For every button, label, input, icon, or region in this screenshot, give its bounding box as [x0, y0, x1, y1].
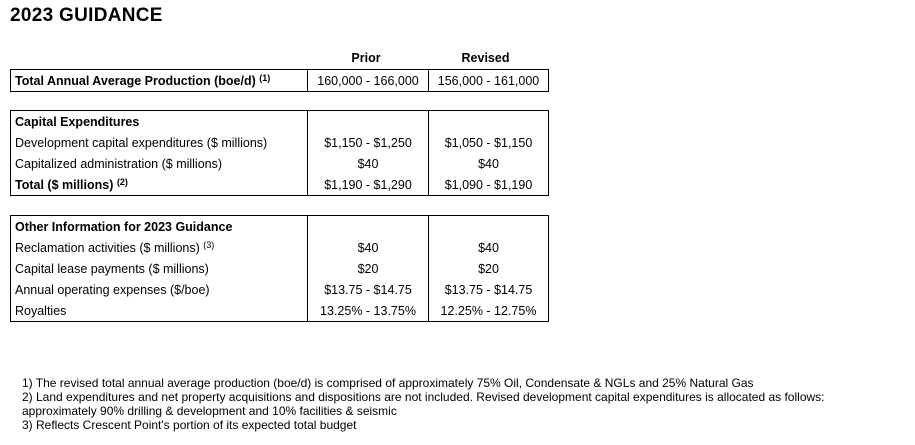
production-revised: 156,000 - 161,000 [428, 69, 549, 92]
other-row-prior: $40 [307, 237, 429, 258]
other-row-label: Reclamation activities ($ millions) [15, 240, 200, 255]
capex-row-revised: $1,090 - $1,190 [428, 174, 549, 196]
footnote-3: 3) Reflects Crescent Point's portion of … [22, 418, 357, 432]
table-row: Capitalized administration ($ millions) … [11, 153, 549, 174]
capex-row-prior: $1,150 - $1,250 [307, 132, 429, 153]
capex-total-note: (2) [116, 176, 128, 187]
other-row-prior: $20 [307, 258, 429, 279]
capex-row-prior: $1,190 - $1,290 [307, 174, 429, 196]
page-title: 2023 GUIDANCE [10, 5, 163, 26]
other-row-prior: 13.25% - 13.75% [307, 300, 429, 322]
production-label-cell: Total Annual Average Production (boe/d) … [11, 70, 308, 92]
table-row: Reclamation activities ($ millions) (3) … [11, 237, 549, 258]
table-row: Total ($ millions) (2) $1,190 - $1,290 $… [11, 174, 549, 196]
other-row-label-cell: Reclamation activities ($ millions) (3) [11, 237, 308, 258]
footnote-1: 1) The revised total annual average prod… [22, 376, 754, 390]
other-row-prior: $13.75 - $14.75 [307, 279, 429, 300]
other-row-note: (3) [203, 239, 215, 250]
production-label: Total Annual Average Production (boe/d) [15, 73, 256, 88]
other-heading-row: Other Information for 2023 Guidance [11, 215, 549, 237]
production-prior: 160,000 - 166,000 [307, 69, 429, 92]
production-note: (1) [259, 72, 271, 83]
capex-row-label: Development capital expenditures ($ mill… [15, 135, 268, 150]
table-row: Capital lease payments ($ millions) $20 … [11, 258, 549, 279]
capex-row-label: Capitalized administration ($ millions) [15, 156, 223, 171]
other-row-revised: $40 [428, 237, 549, 258]
production-table: Total Annual Average Production (boe/d) … [10, 69, 549, 92]
other-row-revised: $20 [428, 258, 549, 279]
other-row-label: Capital lease payments ($ millions) [15, 261, 209, 276]
capex-total-label-cell: Total ($ millions) (2) [11, 174, 308, 196]
table-row: Annual operating expenses ($/boe) $13.75… [11, 279, 549, 300]
revised-header: Revised [461, 51, 510, 65]
other-info-table: Other Information for 2023 Guidance Recl… [10, 215, 549, 322]
other-heading: Other Information for 2023 Guidance [15, 219, 233, 234]
other-row-revised: 12.25% - 12.75% [428, 300, 549, 322]
capex-heading-row: Capital Expenditures [11, 110, 549, 132]
capex-row-prior: $40 [307, 153, 429, 174]
other-row-label: Royalties [15, 303, 67, 318]
prior-header: Prior [351, 51, 381, 65]
capex-table: Capital Expenditures Development capital… [10, 110, 549, 196]
table-row: Development capital expenditures ($ mill… [11, 132, 549, 153]
table-row: Royalties 13.25% - 13.75% 12.25% - 12.75… [11, 300, 549, 322]
production-row: Total Annual Average Production (boe/d) … [11, 69, 549, 92]
other-row-revised: $13.75 - $14.75 [428, 279, 549, 300]
capex-row-revised: $40 [428, 153, 549, 174]
column-headers: Prior Revised [10, 50, 545, 66]
capex-heading: Capital Expenditures [15, 114, 140, 129]
footnote-2: 2) Land expenditures and net property ac… [22, 390, 825, 404]
footnote-2-continued: approximately 90% drilling & development… [22, 404, 397, 418]
capex-row-revised: $1,050 - $1,150 [428, 132, 549, 153]
capex-total-label: Total ($ millions) [15, 177, 114, 192]
footnotes: 1) The revised total annual average prod… [22, 376, 912, 432]
other-row-label: Annual operating expenses ($/boe) [15, 282, 210, 297]
